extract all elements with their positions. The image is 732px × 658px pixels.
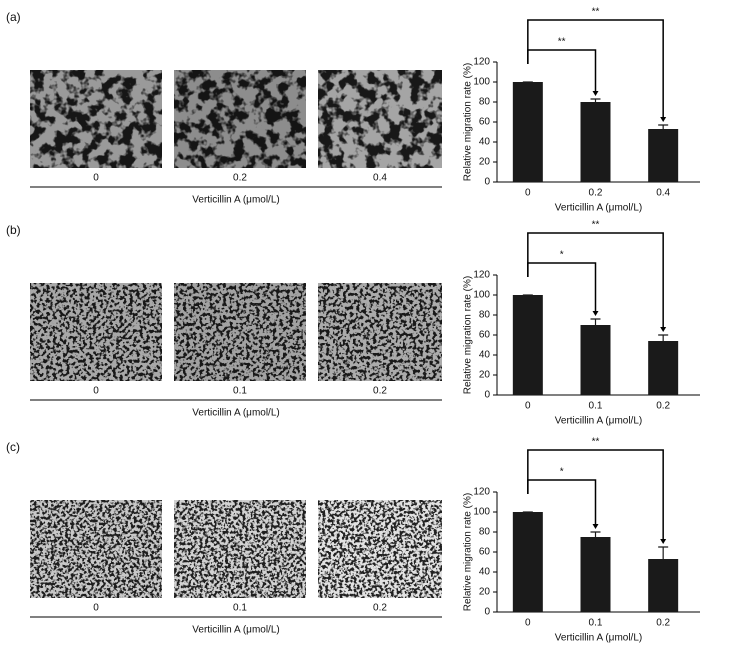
image-axis-label: Verticillin A (μmol/L) xyxy=(192,408,279,419)
panel-label: (a) xyxy=(6,10,21,24)
y-axis-label: Relative migration rate (%) xyxy=(463,63,474,181)
y-tick-label: 120 xyxy=(473,270,490,281)
significance-label: ** xyxy=(592,220,600,231)
y-tick-label: 60 xyxy=(479,547,491,558)
y-tick-label: 40 xyxy=(479,137,491,148)
y-tick-label: 100 xyxy=(473,290,490,301)
image-label: 0.1 xyxy=(233,386,247,397)
significance-label: ** xyxy=(592,437,600,448)
panel-label: (b) xyxy=(6,223,21,237)
x-axis-label: Verticillin A (μmol/L) xyxy=(555,633,642,644)
y-axis-label: Relative migration rate (%) xyxy=(463,276,474,394)
bar xyxy=(512,512,543,612)
image-label: 0.2 xyxy=(233,173,247,184)
error-bar xyxy=(590,531,601,537)
bracket-arrow xyxy=(660,539,667,544)
bracket-arrow xyxy=(660,327,667,332)
micrograph-cells xyxy=(30,500,162,598)
x-tick-label: 0 xyxy=(525,401,531,412)
significance-bracket xyxy=(527,19,664,120)
micrograph-cells xyxy=(318,283,442,381)
error-bar xyxy=(658,334,669,341)
x-axis-label: Verticillin A (μmol/L) xyxy=(555,416,642,427)
y-tick-label: 40 xyxy=(479,350,491,361)
image-label: 0 xyxy=(93,386,99,397)
y-tick-label: 80 xyxy=(479,527,491,538)
micrograph-cells xyxy=(174,500,306,598)
significance-bracket xyxy=(527,449,664,542)
micrograph-cells xyxy=(30,283,162,381)
y-tick-label: 40 xyxy=(479,567,491,578)
micrograph-cells xyxy=(318,500,442,598)
bar xyxy=(580,325,611,395)
x-tick-label: 0.1 xyxy=(589,618,603,629)
micrograph-cells xyxy=(174,283,306,381)
x-tick-label: 0.4 xyxy=(656,188,670,199)
bar xyxy=(580,537,611,612)
x-tick-label: 0.1 xyxy=(589,401,603,412)
x-tick-label: 0.2 xyxy=(589,188,603,199)
significance-label: * xyxy=(560,250,564,261)
bracket-arrow xyxy=(660,117,667,122)
significance-bracket xyxy=(527,232,664,330)
image-label: 0.2 xyxy=(373,603,387,614)
x-tick-label: 0 xyxy=(525,618,531,629)
micrograph-cells xyxy=(30,70,162,168)
image-label: 0 xyxy=(93,603,99,614)
image-label: 0.4 xyxy=(373,173,387,184)
bar xyxy=(648,341,679,395)
error-bar xyxy=(590,318,601,325)
image-label: 0.1 xyxy=(233,603,247,614)
bar xyxy=(512,295,543,395)
bracket-arrow xyxy=(592,524,599,529)
y-tick-label: 20 xyxy=(479,370,491,381)
error-bar xyxy=(590,98,601,102)
image-axis-label: Verticillin A (μmol/L) xyxy=(192,195,279,206)
image-label: 0 xyxy=(93,173,99,184)
y-tick-label: 20 xyxy=(479,587,491,598)
image-label: 0.2 xyxy=(373,386,387,397)
y-tick-label: 0 xyxy=(484,390,490,401)
panel-label: (c) xyxy=(6,440,20,454)
bar xyxy=(648,129,679,182)
x-tick-label: 0 xyxy=(525,188,531,199)
bracket-arrow xyxy=(592,311,599,316)
error-bar xyxy=(658,124,669,129)
y-tick-label: 120 xyxy=(473,57,490,68)
significance-label: ** xyxy=(592,7,600,18)
image-axis-label: Verticillin A (μmol/L) xyxy=(192,625,279,636)
y-axis-label: Relative migration rate (%) xyxy=(463,493,474,611)
bar xyxy=(512,82,543,182)
x-tick-label: 0.2 xyxy=(656,618,670,629)
y-tick-label: 100 xyxy=(473,77,490,88)
x-axis-label: Verticillin A (μmol/L) xyxy=(555,203,642,214)
y-tick-label: 100 xyxy=(473,507,490,518)
y-tick-label: 80 xyxy=(479,97,491,108)
y-tick-label: 0 xyxy=(484,177,490,188)
y-tick-label: 120 xyxy=(473,487,490,498)
y-tick-label: 60 xyxy=(479,117,491,128)
significance-label: ** xyxy=(558,37,566,48)
bracket-arrow xyxy=(592,91,599,96)
micrograph-cells xyxy=(318,70,442,168)
y-tick-label: 60 xyxy=(479,330,491,341)
bar xyxy=(580,102,611,182)
y-tick-label: 20 xyxy=(479,157,491,168)
micrograph-cells xyxy=(174,70,306,168)
bar xyxy=(648,559,679,612)
y-tick-label: 0 xyxy=(484,607,490,618)
x-tick-label: 0.2 xyxy=(656,401,670,412)
significance-label: * xyxy=(560,467,564,478)
y-tick-label: 80 xyxy=(479,310,491,321)
error-bar xyxy=(658,546,669,559)
